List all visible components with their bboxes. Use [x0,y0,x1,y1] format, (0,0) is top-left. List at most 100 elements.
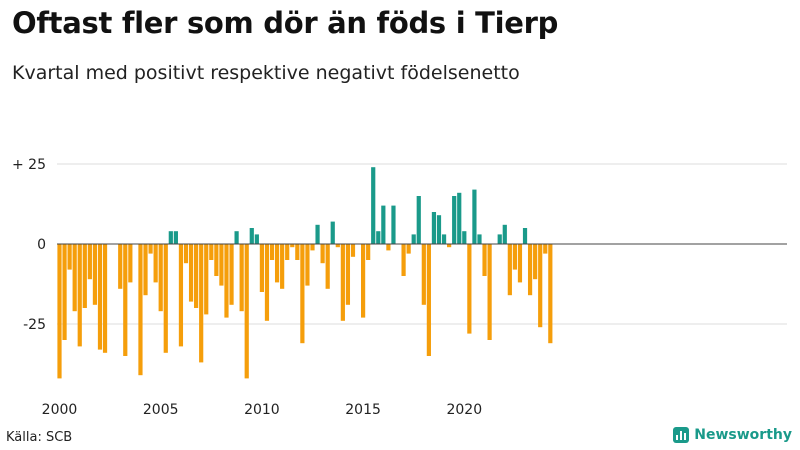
bar [391,205,396,244]
bar [522,228,528,244]
bar [92,244,98,305]
y-tick-label: + 25 [12,157,46,173]
bar [269,244,275,260]
bar [214,244,219,276]
bar [462,231,467,244]
bar [188,244,194,302]
bar [441,234,447,244]
bar [361,244,366,318]
bar [381,205,386,244]
bar [330,221,335,244]
bar [285,244,290,260]
bar [517,244,523,283]
bar [163,244,168,353]
bar [426,244,431,356]
bar [168,231,173,244]
bar [138,244,143,376]
bar [143,244,148,296]
bar [447,244,452,248]
bar [345,244,351,305]
brand-logo: Newsworthy [673,427,792,443]
bar [72,244,77,312]
bar [315,224,320,244]
bar [128,244,133,283]
bar [538,244,543,328]
bar [295,244,300,260]
bar [452,196,457,244]
bar [239,244,244,312]
bar [178,244,184,347]
bar [264,244,270,321]
bar [234,231,239,244]
bar [87,244,92,280]
source-credit: Källa: SCB [6,430,73,445]
bar [487,244,492,340]
brand-name: Newsworthy [694,427,792,443]
bar [457,192,462,244]
y-tick-label: -25 [23,317,46,333]
bar [406,244,411,254]
bar [340,244,345,321]
bar [290,244,295,248]
bar [274,244,280,283]
y-tick-label: 0 [37,237,46,253]
x-tick-label: 2000 [42,402,78,418]
bar [199,244,204,363]
x-tick-label: 2010 [244,402,280,418]
bar [325,244,330,289]
bar [421,244,426,305]
bar [229,244,234,305]
bar [300,244,305,344]
bar [280,244,285,289]
bar [77,244,82,347]
bar [82,244,87,308]
bar [310,244,315,251]
bar [204,244,209,315]
bar [416,196,421,244]
bar [431,212,437,244]
bar [502,224,507,244]
bar [173,231,178,244]
bar [249,228,254,244]
bar [482,244,487,276]
bar [183,244,189,264]
bar [320,244,325,264]
bar [62,244,67,340]
bar [512,244,517,270]
newsworthy-logo-icon [673,427,690,443]
chart-subtitle: Kvartal med positivt respektive negativt… [12,62,520,84]
bar [350,244,356,257]
bar [209,244,214,260]
bar [244,244,249,379]
bar [118,244,123,289]
bar [401,244,406,276]
x-tick-label: 2020 [446,402,482,418]
bar [376,231,381,244]
bar [467,244,472,334]
bar [67,244,72,270]
bar [259,244,264,292]
bar [158,244,163,312]
x-tick-label: 2005 [143,402,179,418]
bar [335,244,340,248]
bar [102,244,108,353]
bar [254,234,259,244]
bar [148,244,153,254]
bar [507,244,512,296]
bar [97,244,103,350]
bar [219,244,224,286]
bar [123,244,128,356]
bar [527,244,533,296]
bar [366,244,371,260]
bar [57,244,62,379]
bar [386,244,391,251]
bar [477,234,482,244]
bar [153,244,158,283]
bar [533,244,538,280]
bar [472,189,477,244]
bar [305,244,310,286]
bar [548,244,553,344]
bar [543,244,548,254]
chart-title: Oftast fler som dör än föds i Tierp [12,6,559,40]
